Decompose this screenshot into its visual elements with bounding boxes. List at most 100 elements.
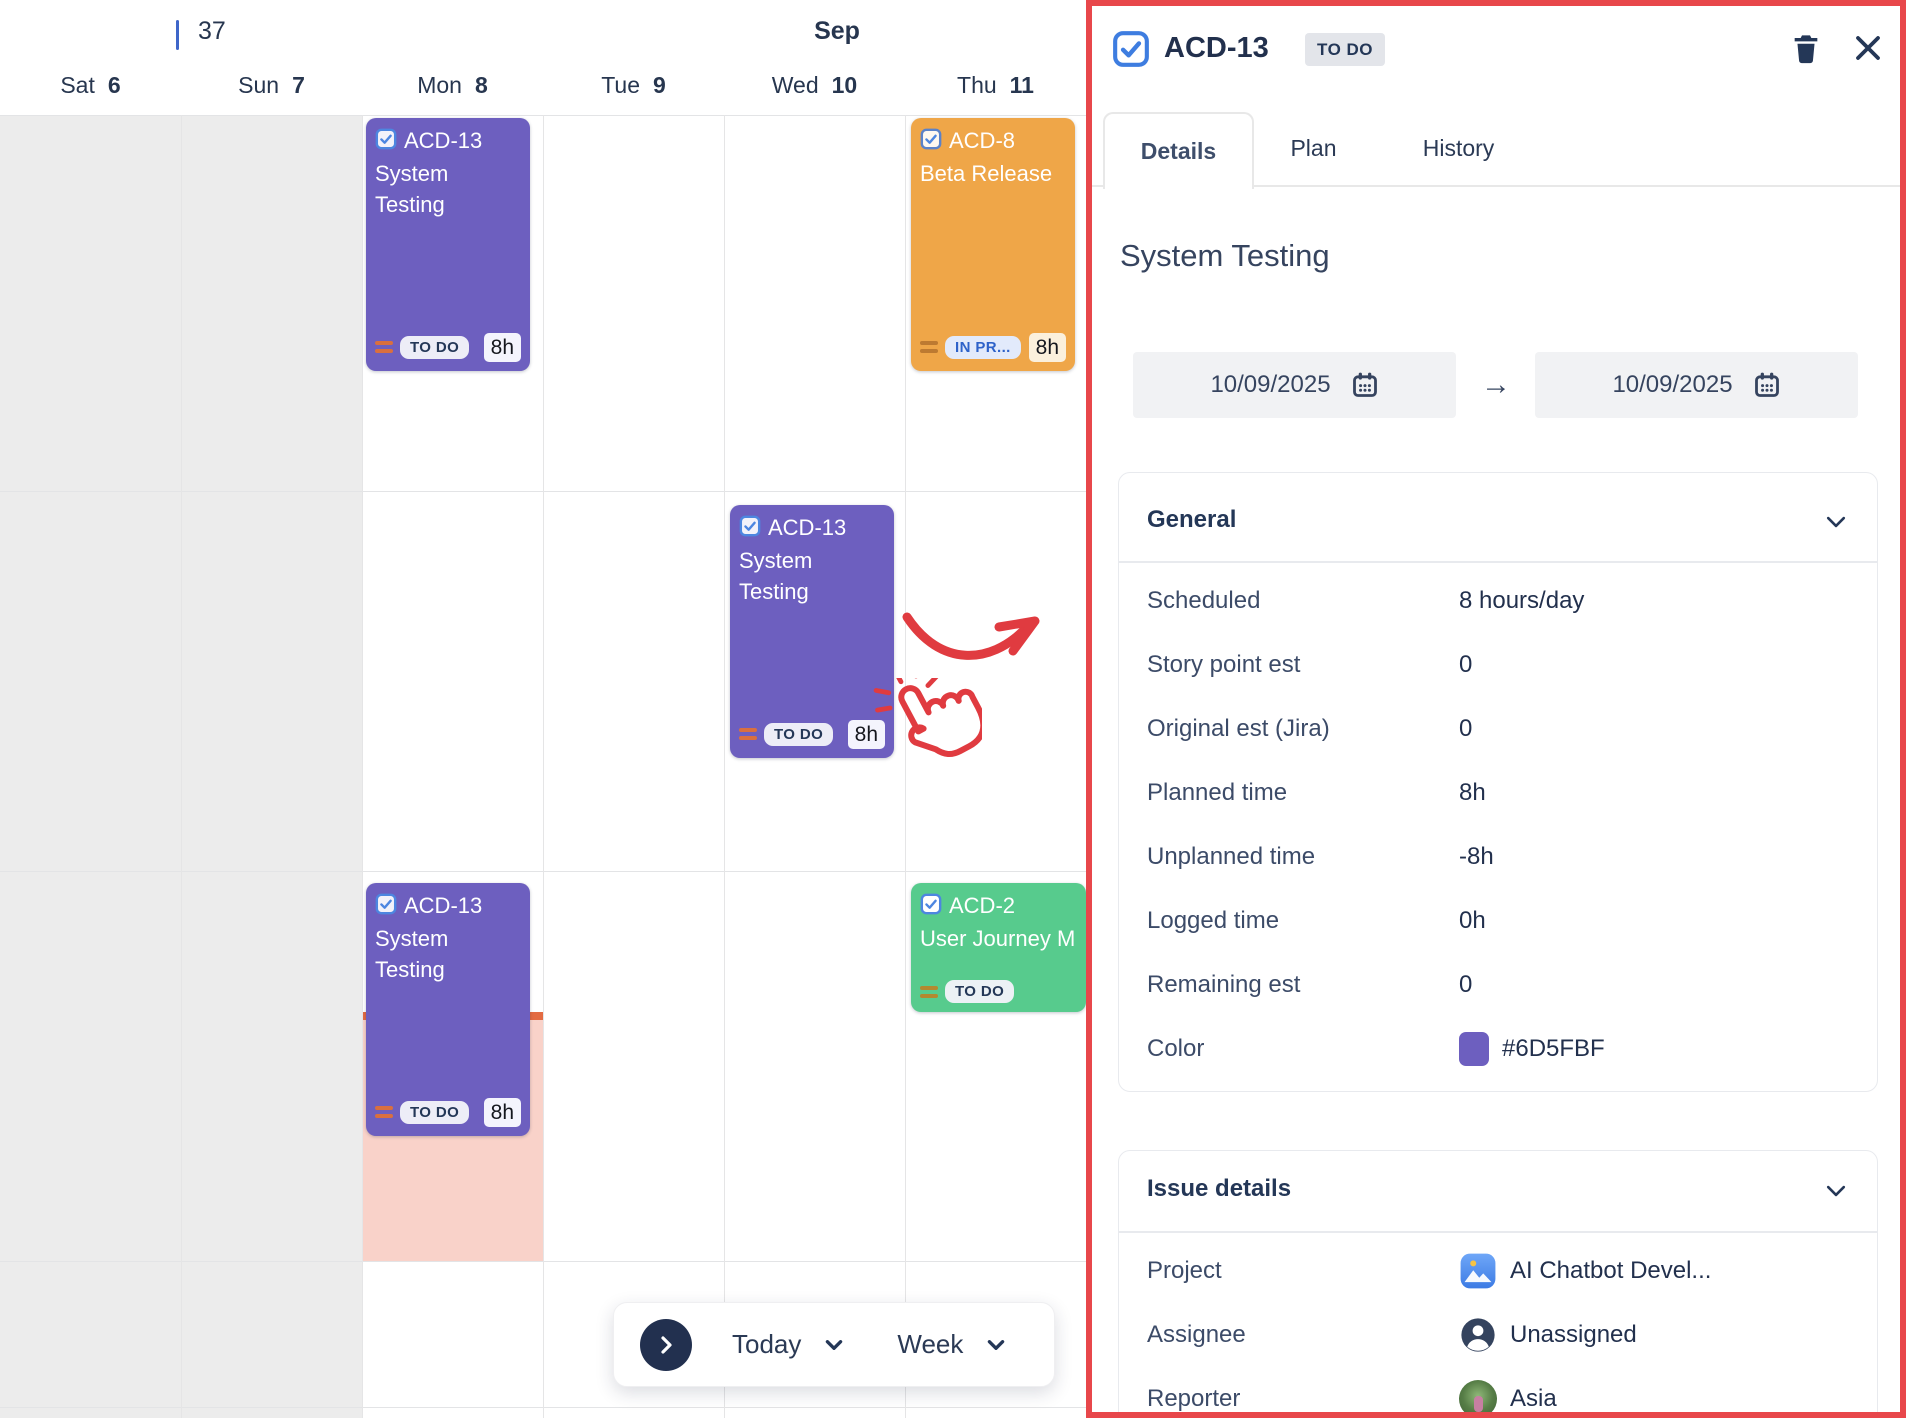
general-row: Remaining est 0 xyxy=(1119,953,1877,1017)
row-value: 8 hours/day xyxy=(1459,587,1585,614)
general-row-color: Color #6D5FBF xyxy=(1119,1017,1877,1081)
day-header-sat: Sat 6 xyxy=(0,72,181,99)
status-badge: TO DO xyxy=(764,722,834,746)
close-button[interactable] xyxy=(1848,28,1888,68)
card-title: System Testing xyxy=(375,926,449,982)
card-key: ACD-13 xyxy=(404,128,483,153)
event-card-acd2-thu[interactable]: ACD-2 User Journey M TO DO xyxy=(911,883,1086,1012)
issue-details-panel: ACD-13 TO DO Details Plan History System… xyxy=(1086,0,1906,1418)
today-button[interactable]: Today xyxy=(732,1329,802,1359)
event-card-acd13-mon-dragged[interactable]: ACD-13 System Testing TO DO 8h xyxy=(366,883,530,1136)
project-name: AI Chatbot Devel... xyxy=(1510,1257,1712,1284)
issue-details-collapse-chevron-icon[interactable] xyxy=(1823,1178,1849,1209)
project-avatar-icon xyxy=(1460,1253,1496,1289)
hours-badge: 8h xyxy=(483,1097,521,1127)
issue-status-badge[interactable]: TO DO xyxy=(1305,33,1386,66)
person-icon xyxy=(1461,1318,1495,1352)
grid-line xyxy=(362,115,363,1418)
calendar-toolbar: Today Week xyxy=(613,1302,1055,1387)
tab-details[interactable]: Details xyxy=(1103,112,1254,189)
section-divider xyxy=(1119,561,1877,563)
hours-badge: 8h xyxy=(483,332,521,362)
tab-label: History xyxy=(1422,135,1495,161)
row-value: 0 xyxy=(1459,715,1473,742)
project-value[interactable]: AI Chatbot Devel... xyxy=(1459,1252,1711,1290)
task-checkbox-icon[interactable] xyxy=(375,128,397,156)
start-date-field[interactable]: 10/09/2025 xyxy=(1133,352,1456,418)
issue-details-heading: Issue details xyxy=(1147,1175,1292,1202)
month-label: Sep xyxy=(814,17,860,45)
event-card-acd13-wed[interactable]: ACD-13 System Testing TO DO 8h xyxy=(730,505,894,758)
task-checkbox-icon[interactable] xyxy=(739,515,761,543)
trash-icon xyxy=(1794,35,1818,64)
issue-row-reporter: Reporter Asia xyxy=(1119,1367,1877,1418)
status-badge: TO DO xyxy=(945,980,1015,1003)
card-title: User Journey M xyxy=(920,926,1076,951)
card-key: ACD-13 xyxy=(404,893,483,918)
event-card-acd8-thu[interactable]: ACD-8 Beta Release IN PR... 8h xyxy=(911,118,1075,371)
tabs-underline xyxy=(1086,185,1906,187)
day-name: Thu xyxy=(957,72,997,98)
issue-title: System Testing xyxy=(1120,238,1330,273)
general-row: Original est (Jira) 0 xyxy=(1119,697,1877,761)
calendar-icon xyxy=(1754,372,1779,397)
view-range-button[interactable]: Week xyxy=(897,1329,964,1359)
row-label: Reporter xyxy=(1147,1385,1241,1412)
reporter-value[interactable]: Asia xyxy=(1459,1380,1557,1418)
delete-button[interactable] xyxy=(1786,28,1826,68)
reporter-avatar xyxy=(1459,1380,1497,1418)
status-badge: IN PR... xyxy=(945,335,1021,359)
calendar-icon xyxy=(1352,372,1377,397)
end-date-field[interactable]: 10/09/2025 xyxy=(1535,352,1858,418)
row-value: -8h xyxy=(1459,843,1494,870)
range-dropdown-chevron-icon[interactable] xyxy=(985,1334,1007,1356)
tab-plan[interactable]: Plan xyxy=(1256,112,1371,185)
grid-line xyxy=(543,115,544,1418)
row-value: 0 xyxy=(1459,651,1473,678)
tab-history[interactable]: History xyxy=(1381,112,1536,185)
date-range-arrow-icon: → xyxy=(1481,368,1511,401)
day-number: 6 xyxy=(107,72,121,98)
issue-row-assignee: Assignee Unassigned xyxy=(1119,1303,1877,1367)
reporter-name: Asia xyxy=(1510,1385,1557,1412)
day-header-wed: Wed 10 xyxy=(724,72,905,99)
color-swatch[interactable] xyxy=(1459,1032,1489,1066)
card-key: ACD-13 xyxy=(768,515,847,540)
color-hex: #6D5FBF xyxy=(1502,1035,1605,1062)
section-divider xyxy=(1119,1231,1877,1233)
annotation-curved-arrow xyxy=(902,612,1040,660)
next-period-button[interactable] xyxy=(640,1318,692,1371)
general-collapse-chevron-icon[interactable] xyxy=(1823,509,1849,540)
task-checkbox-icon[interactable] xyxy=(375,893,397,921)
task-checkbox-icon[interactable] xyxy=(920,893,942,921)
row-label: Assignee xyxy=(1147,1321,1246,1348)
day-name: Tue xyxy=(601,72,640,98)
general-row: Logged time 0h xyxy=(1119,889,1877,953)
event-card-acd13-mon[interactable]: ACD-13 System Testing TO DO 8h xyxy=(366,118,530,371)
status-badge: TO DO xyxy=(400,1100,470,1124)
row-label: Project xyxy=(1147,1257,1222,1284)
issue-checkbox-icon[interactable] xyxy=(1112,30,1150,73)
week-number: 37 xyxy=(198,17,226,45)
card-key: ACD-8 xyxy=(949,128,1016,153)
grid-line xyxy=(905,115,906,1418)
day-name: Wed xyxy=(771,72,819,98)
priority-medium-icon xyxy=(375,341,393,354)
general-row: Unplanned time -8h xyxy=(1119,825,1877,889)
row-label: Scheduled xyxy=(1147,587,1261,614)
general-row: Scheduled 8 hours/day xyxy=(1119,569,1877,633)
color-value[interactable]: #6D5FBF xyxy=(1459,1032,1605,1066)
today-dropdown-chevron-icon[interactable] xyxy=(823,1334,845,1356)
day-header-tue: Tue 9 xyxy=(543,72,724,99)
task-checkbox-icon[interactable] xyxy=(920,128,942,156)
status-badge: TO DO xyxy=(400,335,470,359)
row-label: Unplanned time xyxy=(1147,843,1316,870)
day-header-mon: Mon 8 xyxy=(362,72,543,99)
row-label: Story point est xyxy=(1147,651,1301,678)
row-label: Logged time xyxy=(1147,907,1280,934)
assignee-value[interactable]: Unassigned xyxy=(1459,1316,1637,1354)
row-value: 0 xyxy=(1459,971,1473,998)
annotation-click-hand-icon xyxy=(873,678,982,757)
grid-line xyxy=(724,115,725,1418)
priority-medium-icon xyxy=(739,728,757,741)
